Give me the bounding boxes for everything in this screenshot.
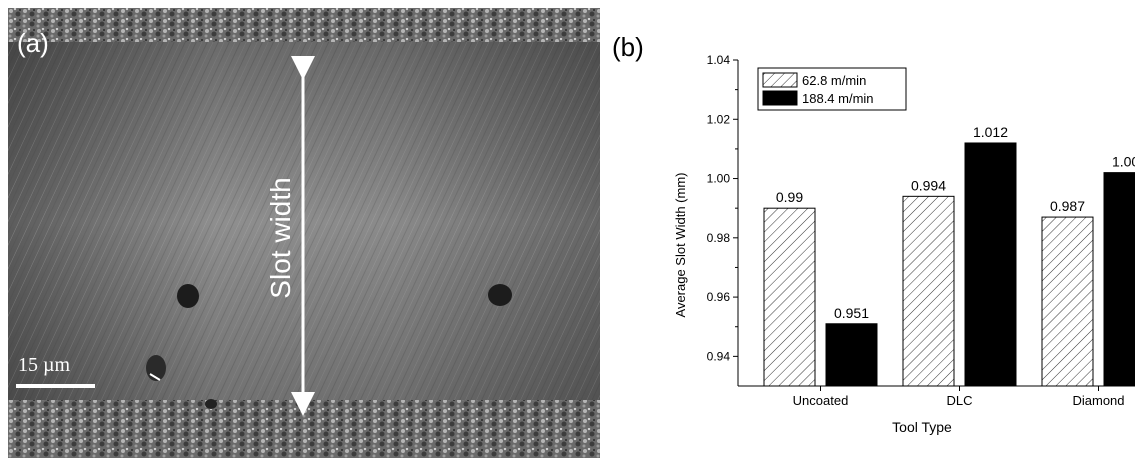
data-label: 0.987 xyxy=(1050,198,1085,214)
legend-swatch xyxy=(762,90,798,106)
bar-diamond-high-speed xyxy=(1103,172,1135,387)
x-axis-label: Tool Type xyxy=(892,419,952,435)
bar-chart: (b) Average Slot Width (mm) Tool Type 0.… xyxy=(612,32,1135,435)
bar-uncoated-high-speed xyxy=(825,323,878,387)
bar-dlc-high-speed xyxy=(964,142,1017,387)
slot-width-label: Slot width xyxy=(265,177,296,298)
scale-bar-label: 15 µm xyxy=(18,354,71,376)
surface-pit xyxy=(488,284,512,306)
data-label: 0.994 xyxy=(911,177,946,193)
panel-a-label: (a) xyxy=(17,28,49,58)
y-axis-label: Average Slot Width (mm) xyxy=(673,173,688,318)
y-tick-label: 0.94 xyxy=(707,349,731,363)
data-label: 1.002 xyxy=(1112,154,1135,170)
data-label: 1.012 xyxy=(973,124,1008,140)
bar-uncoated-low-speed xyxy=(763,207,816,387)
bar-dlc-low-speed xyxy=(902,195,955,387)
top-edge-rough xyxy=(8,8,600,42)
y-tick-label: 0.98 xyxy=(707,231,731,245)
sem-micrograph: Slot width (a) 15 µm xyxy=(8,8,600,458)
sem-image-panel: Slot width (a) 15 µm xyxy=(8,8,600,458)
panel-b-label: (b) xyxy=(612,32,644,62)
y-tick-label: 1.04 xyxy=(707,53,731,67)
pit-highlight xyxy=(149,373,161,381)
chart-bars: 0.99 0.951 0.994 1.012 0.987 1.002 xyxy=(763,124,1135,387)
y-tick-label: 1.00 xyxy=(707,172,731,186)
legend-swatch xyxy=(762,72,798,88)
chart-legend: 62.8 m/min 188.4 m/min xyxy=(757,67,907,111)
bar-diamond-low-speed xyxy=(1041,216,1094,387)
legend-label: 62.8 m/min xyxy=(802,73,866,88)
y-tick-label: 0.96 xyxy=(707,290,731,304)
y-tick-label: 1.02 xyxy=(707,112,731,126)
data-label: 0.99 xyxy=(776,189,803,205)
x-tick-label: DLC xyxy=(946,393,972,408)
x-tick-label: Uncoated xyxy=(793,393,849,408)
legend-label: 188.4 m/min xyxy=(802,91,874,106)
x-tick-label: Diamond xyxy=(1072,393,1124,408)
bottom-edge-rough xyxy=(8,400,600,458)
surface-pit xyxy=(177,284,199,308)
chart-panel: (b) Average Slot Width (mm) Tool Type 0.… xyxy=(600,0,1135,461)
surface-pit xyxy=(205,399,217,409)
data-label: 0.951 xyxy=(834,305,869,321)
